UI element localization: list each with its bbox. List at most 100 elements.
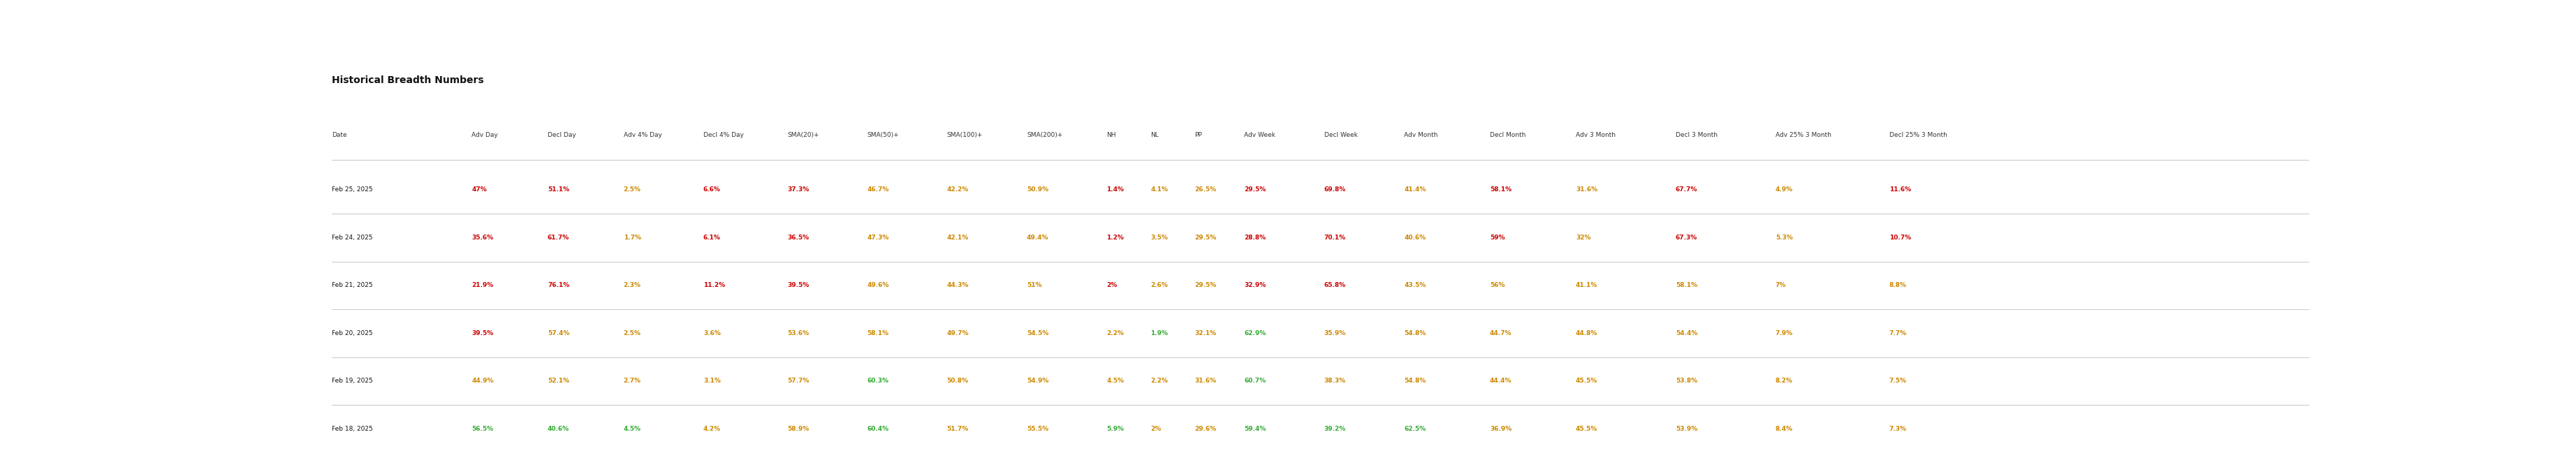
Text: 58.1%: 58.1% — [868, 330, 889, 336]
Text: 31.6%: 31.6% — [1577, 187, 1597, 193]
Text: 39.5%: 39.5% — [788, 282, 809, 288]
Text: 49.7%: 49.7% — [948, 330, 969, 336]
Text: 5.9%: 5.9% — [1108, 426, 1123, 432]
Text: 47%: 47% — [471, 187, 487, 193]
Text: 41.4%: 41.4% — [1404, 187, 1427, 193]
Text: 8.2%: 8.2% — [1775, 378, 1793, 384]
Text: Decl Month: Decl Month — [1489, 132, 1525, 138]
Text: 41.1%: 41.1% — [1577, 282, 1597, 288]
Text: 1.9%: 1.9% — [1151, 330, 1167, 336]
Text: 51.1%: 51.1% — [549, 187, 569, 193]
Text: 53.6%: 53.6% — [788, 330, 809, 336]
Text: 39.5%: 39.5% — [471, 330, 495, 336]
Text: 44.3%: 44.3% — [948, 282, 969, 288]
Text: Adv 25% 3 Month: Adv 25% 3 Month — [1775, 132, 1832, 138]
Text: Feb 20, 2025: Feb 20, 2025 — [332, 330, 374, 336]
Text: 7.9%: 7.9% — [1775, 330, 1793, 336]
Text: 42.2%: 42.2% — [948, 187, 969, 193]
Text: 52.1%: 52.1% — [549, 378, 569, 384]
Text: 32.9%: 32.9% — [1244, 282, 1267, 288]
Text: 69.8%: 69.8% — [1324, 187, 1347, 193]
Text: 56%: 56% — [1489, 282, 1504, 288]
Text: 31.6%: 31.6% — [1195, 378, 1216, 384]
Text: 47.3%: 47.3% — [868, 235, 889, 241]
Text: 57.4%: 57.4% — [549, 330, 569, 336]
Text: 49.4%: 49.4% — [1028, 235, 1048, 241]
Text: 2.2%: 2.2% — [1151, 378, 1167, 384]
Text: 36.9%: 36.9% — [1489, 426, 1512, 432]
Text: 7.7%: 7.7% — [1888, 330, 1906, 336]
Text: 42.1%: 42.1% — [948, 235, 969, 241]
Text: 45.5%: 45.5% — [1577, 426, 1597, 432]
Text: 10.7%: 10.7% — [1888, 235, 1911, 241]
Text: PP: PP — [1195, 132, 1203, 138]
Text: 37.3%: 37.3% — [788, 187, 809, 193]
Text: Feb 21, 2025: Feb 21, 2025 — [332, 282, 374, 288]
Text: 2%: 2% — [1108, 282, 1118, 288]
Text: 43.5%: 43.5% — [1404, 282, 1427, 288]
Text: Feb 24, 2025: Feb 24, 2025 — [332, 235, 374, 241]
Text: Adv Day: Adv Day — [471, 132, 497, 138]
Text: 2.3%: 2.3% — [623, 282, 641, 288]
Text: SMA(20)+: SMA(20)+ — [788, 132, 819, 138]
Text: 32.1%: 32.1% — [1195, 330, 1216, 336]
Text: 38.3%: 38.3% — [1324, 378, 1345, 384]
Text: 4.5%: 4.5% — [1108, 378, 1123, 384]
Text: 3.1%: 3.1% — [703, 378, 721, 384]
Text: 8.8%: 8.8% — [1888, 282, 1906, 288]
Text: 67.3%: 67.3% — [1674, 235, 1698, 241]
Text: NL: NL — [1151, 132, 1159, 138]
Text: 2.5%: 2.5% — [623, 330, 641, 336]
Text: 62.5%: 62.5% — [1404, 426, 1425, 432]
Text: 44.4%: 44.4% — [1489, 378, 1512, 384]
Text: 54.4%: 54.4% — [1674, 330, 1698, 336]
Text: 7.5%: 7.5% — [1888, 378, 1906, 384]
Text: 32%: 32% — [1577, 235, 1592, 241]
Text: 1.2%: 1.2% — [1108, 235, 1123, 241]
Text: Adv Month: Adv Month — [1404, 132, 1437, 138]
Text: 51%: 51% — [1028, 282, 1041, 288]
Text: 4.5%: 4.5% — [623, 426, 641, 432]
Text: 2.6%: 2.6% — [1151, 282, 1167, 288]
Text: 50.8%: 50.8% — [948, 378, 969, 384]
Text: 60.4%: 60.4% — [868, 426, 889, 432]
Text: Adv 4% Day: Adv 4% Day — [623, 132, 662, 138]
Text: 59%: 59% — [1489, 235, 1504, 241]
Text: 4.2%: 4.2% — [703, 426, 721, 432]
Text: 49.6%: 49.6% — [868, 282, 889, 288]
Text: 58.9%: 58.9% — [788, 426, 809, 432]
Text: 70.1%: 70.1% — [1324, 235, 1345, 241]
Text: 29.5%: 29.5% — [1195, 235, 1216, 241]
Text: 46.7%: 46.7% — [868, 187, 889, 193]
Text: 57.7%: 57.7% — [788, 378, 809, 384]
Text: Adv Week: Adv Week — [1244, 132, 1275, 138]
Text: 39.2%: 39.2% — [1324, 426, 1347, 432]
Text: 76.1%: 76.1% — [549, 282, 569, 288]
Text: Decl 3 Month: Decl 3 Month — [1674, 132, 1718, 138]
Text: Decl Day: Decl Day — [549, 132, 577, 138]
Text: 40.6%: 40.6% — [1404, 235, 1425, 241]
Text: 2.2%: 2.2% — [1108, 330, 1123, 336]
Text: Feb 19, 2025: Feb 19, 2025 — [332, 378, 374, 384]
Text: Feb 25, 2025: Feb 25, 2025 — [332, 187, 374, 193]
Text: 44.9%: 44.9% — [471, 378, 495, 384]
Text: 54.8%: 54.8% — [1404, 378, 1427, 384]
Text: 6.1%: 6.1% — [703, 235, 721, 241]
Text: 7%: 7% — [1775, 282, 1785, 288]
Text: 44.8%: 44.8% — [1577, 330, 1597, 336]
Text: 35.9%: 35.9% — [1324, 330, 1347, 336]
Text: 2%: 2% — [1151, 426, 1162, 432]
Text: 67.7%: 67.7% — [1674, 187, 1698, 193]
Text: Decl 4% Day: Decl 4% Day — [703, 132, 744, 138]
Text: 61.7%: 61.7% — [549, 235, 569, 241]
Text: 58.1%: 58.1% — [1674, 282, 1698, 288]
Text: 53.8%: 53.8% — [1674, 378, 1698, 384]
Text: 51.7%: 51.7% — [948, 426, 969, 432]
Text: 8.4%: 8.4% — [1775, 426, 1793, 432]
Text: 4.9%: 4.9% — [1775, 187, 1793, 193]
Text: Adv 3 Month: Adv 3 Month — [1577, 132, 1615, 138]
Text: 2.7%: 2.7% — [623, 378, 641, 384]
Text: 26.5%: 26.5% — [1195, 187, 1216, 193]
Text: 6.6%: 6.6% — [703, 187, 721, 193]
Text: 55.5%: 55.5% — [1028, 426, 1048, 432]
